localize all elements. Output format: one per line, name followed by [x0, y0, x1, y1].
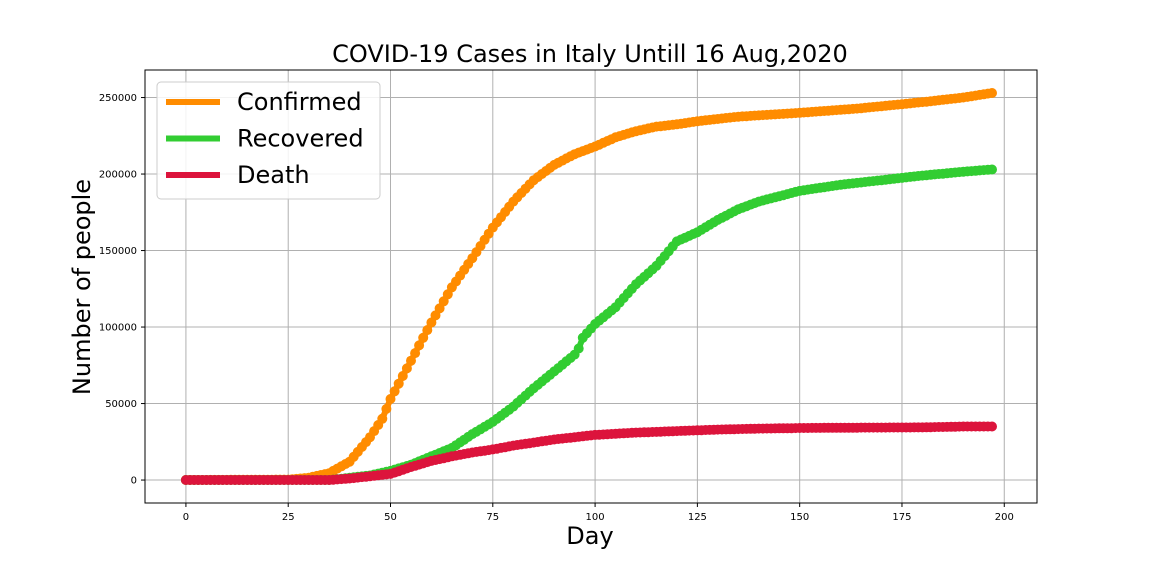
data-point	[381, 403, 392, 414]
x-tick-label: 75	[486, 512, 499, 523]
y-tick-label: 200000	[99, 170, 137, 181]
series-confirmed	[180, 88, 997, 485]
y-axis-title: Number of people	[68, 179, 96, 395]
series-layer	[180, 88, 997, 485]
legend-label: Death	[237, 161, 310, 189]
data-point	[406, 355, 416, 366]
legend-label: Recovered	[237, 125, 364, 153]
data-point	[401, 363, 412, 374]
data-point	[414, 340, 425, 351]
y-tick-label: 100000	[99, 323, 137, 334]
data-point	[393, 378, 404, 389]
grid	[145, 70, 1037, 503]
x-tick-label: 100	[586, 512, 605, 523]
data-point	[987, 164, 997, 175]
legend-label: Confirmed	[237, 88, 362, 116]
data-point	[987, 88, 997, 98]
data-point	[410, 348, 421, 359]
chart-title: COVID-19 Cases in Italy Untill 16 Aug,20…	[332, 40, 848, 68]
y-tick-label: 50000	[105, 399, 137, 410]
x-axis-title: Day	[566, 522, 613, 550]
x-tick-label: 175	[892, 512, 911, 523]
y-tick-label: 150000	[99, 246, 137, 257]
x-tick-label: 50	[384, 512, 397, 523]
x-tick-label: 125	[688, 512, 707, 523]
legend: Confirmed Recovered Death	[156, 81, 381, 200]
x-tick-label: 150	[790, 512, 809, 523]
x-tick-label: 25	[282, 512, 295, 523]
x-tick-label: 0	[183, 512, 189, 523]
data-point	[389, 386, 400, 397]
data-point	[385, 394, 396, 404]
data-point	[377, 413, 388, 424]
data-point	[573, 343, 584, 354]
series-death	[180, 421, 997, 485]
axis-ticks: 0 25 50 75 100 125 150 175 200 0 50000 100000 150000…	[99, 93, 1014, 523]
y-tick-label: 0	[131, 476, 137, 487]
y-tick-label: 250000	[99, 93, 137, 104]
legend-box	[156, 81, 381, 200]
plot-frame	[144, 69, 1038, 504]
data-point	[397, 371, 408, 381]
data-point	[422, 325, 433, 336]
data-point	[987, 421, 997, 432]
data-point	[418, 332, 429, 343]
x-tick-label: 200	[995, 512, 1014, 523]
